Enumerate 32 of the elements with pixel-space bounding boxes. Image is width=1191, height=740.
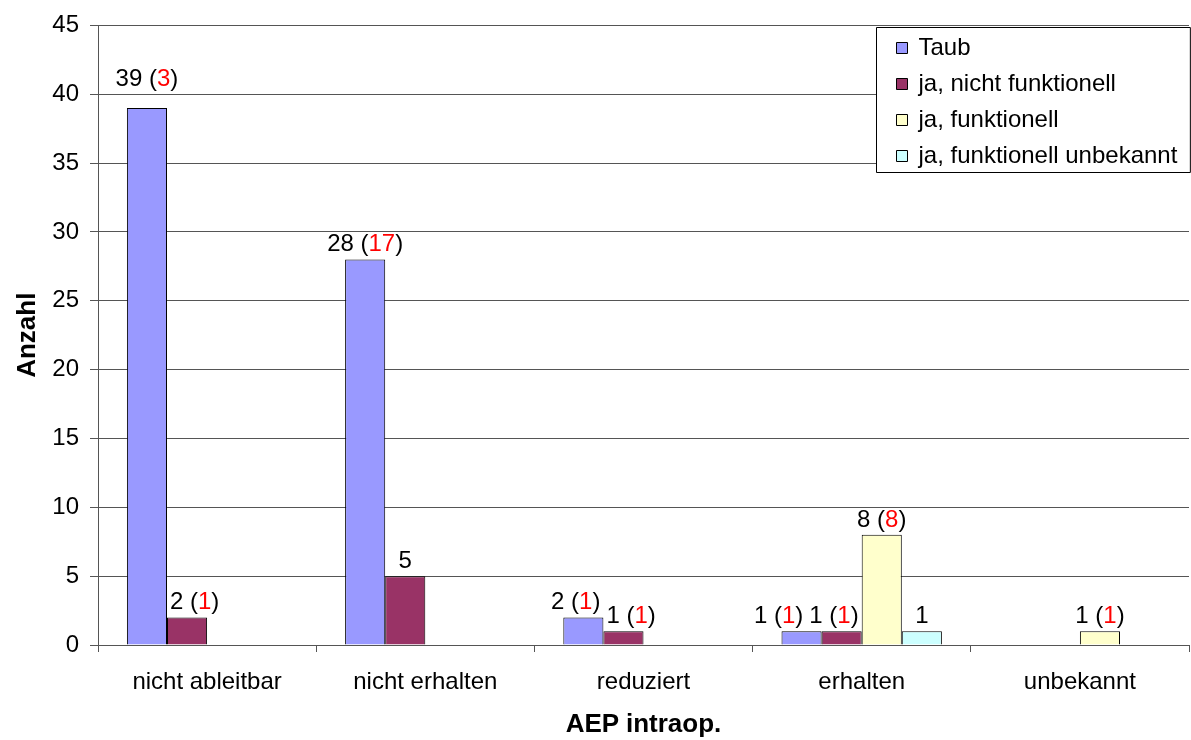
y-tick-label: 5	[65, 560, 79, 588]
y-tick-label: 20	[52, 354, 79, 382]
y-tick-label: 10	[52, 491, 79, 519]
x-tick-label: erhalten	[818, 667, 906, 695]
y-tick-label: 45	[52, 10, 79, 38]
data-label: 2 (1)	[551, 587, 601, 615]
legend-label: Taub	[918, 33, 971, 61]
y-tick-label: 30	[52, 216, 79, 244]
x-tick-label: reduziert	[596, 667, 691, 695]
data-label: 1 (1)	[809, 601, 859, 629]
y-tick-label: 15	[52, 423, 79, 451]
x-axis-title: AEP intraop.	[565, 707, 722, 738]
data-label: 28 (17)	[327, 229, 404, 257]
data-label: 5	[398, 546, 412, 574]
legend-label: ja, nicht funktionell	[917, 69, 1116, 97]
data-label: 39 (3)	[115, 64, 179, 92]
legend-label: ja, funktionell	[917, 105, 1059, 133]
x-tick-label: nicht erhalten	[353, 667, 498, 695]
data-label: 2 (1)	[170, 587, 220, 615]
y-axis-title: Anzahl	[10, 292, 41, 378]
y-tick-label: 0	[65, 629, 79, 657]
y-tick-label: 35	[52, 147, 79, 175]
data-label: 8 (8)	[857, 504, 907, 532]
y-tick-label: 40	[52, 78, 79, 106]
data-label: 1 (1)	[754, 601, 804, 629]
data-label: 1 (1)	[1075, 601, 1125, 629]
data-label: 1 (1)	[606, 601, 656, 629]
x-tick-label: unbekannt	[1023, 667, 1137, 695]
x-tick-label: nicht ableitbar	[132, 667, 282, 695]
data-label: 1	[915, 601, 929, 629]
legend-label: ja, funktionell unbekannt	[917, 141, 1178, 169]
y-tick-label: 25	[52, 285, 79, 313]
